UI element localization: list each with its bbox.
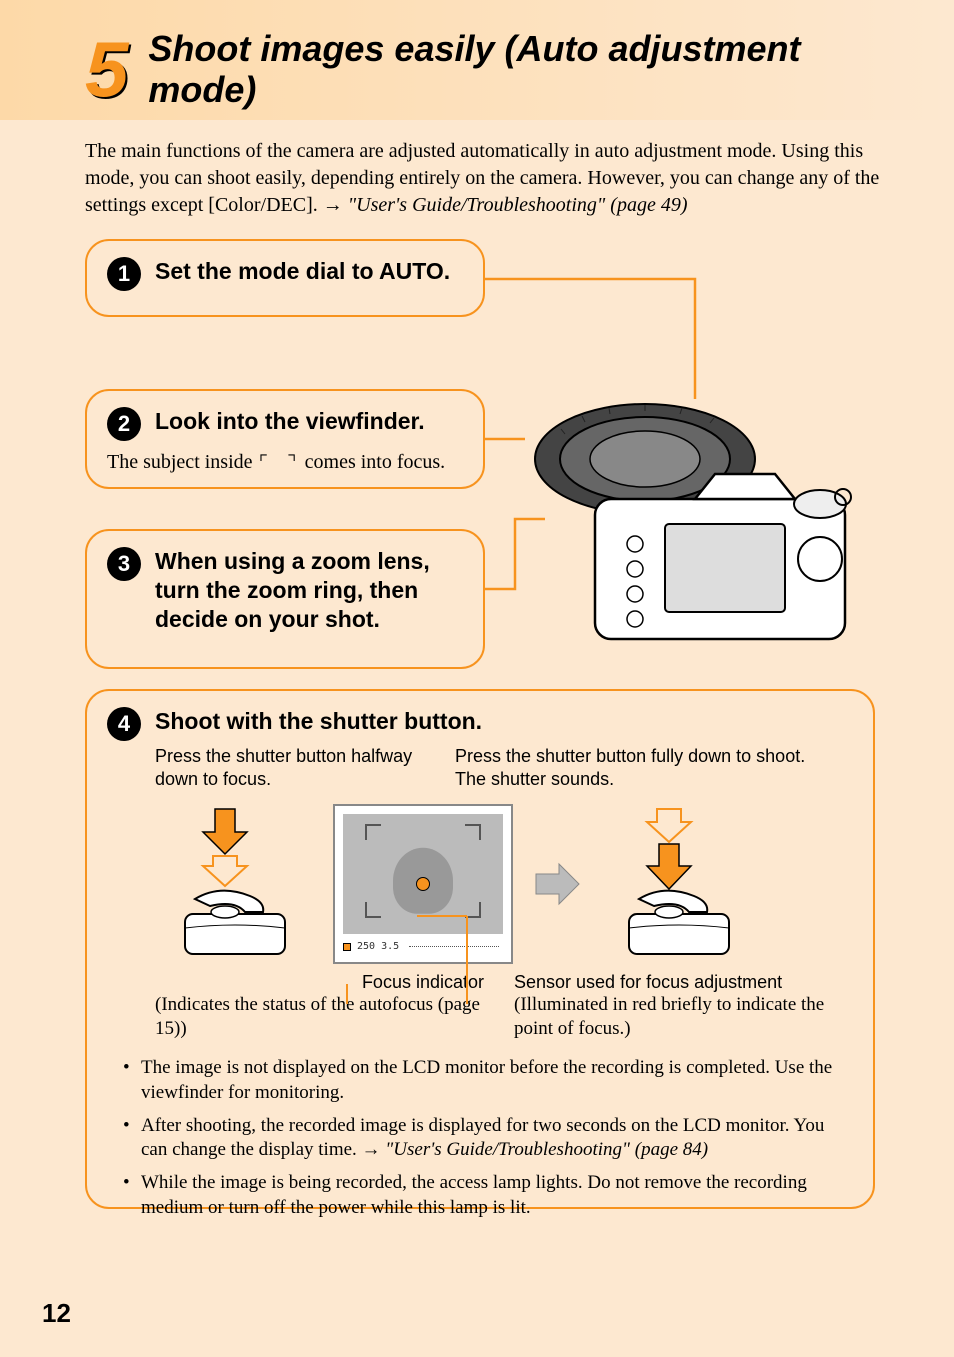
step-4-right-text: Press the shutter button fully down to s… xyxy=(455,745,835,792)
step-1-box: 1 Set the mode dial to AUTO. xyxy=(85,239,485,317)
arrow-icon: → xyxy=(323,194,343,216)
sensor-label: Sensor used for focus adjustment (Illumi… xyxy=(514,972,853,1042)
focus-indicator-dot xyxy=(343,943,351,951)
step-4-title: Shoot with the shutter button. xyxy=(155,707,482,736)
step-4-illustrations: 250 3.5 xyxy=(107,804,853,964)
intro-paragraph: The main functions of the camera are adj… xyxy=(0,120,954,219)
step-3-box: 3 When using a zoom lens, turn the zoom … xyxy=(85,529,485,669)
step-2-badge: 2 xyxy=(107,407,141,441)
step-1-badge: 1 xyxy=(107,257,141,291)
right-arrow-icon xyxy=(531,859,581,909)
page-number: 12 xyxy=(42,1298,71,1329)
focus-center-dot xyxy=(416,877,430,891)
fullpress-illustration xyxy=(599,804,759,964)
step-3-title: When using a zoom lens, turn the zoom ri… xyxy=(155,547,463,633)
viewfinder-status: 250 3.5 xyxy=(343,938,503,956)
step-4-badge: 4 xyxy=(107,707,141,741)
note-3: While the image is being recorded, the a… xyxy=(123,1171,843,1220)
step-number: 5 xyxy=(85,30,128,108)
step-2-title: Look into the viewfinder. xyxy=(155,407,425,436)
step-4-box: 4 Shoot with the shutter button. Press t… xyxy=(85,689,875,1209)
page-title: Shoot images easily (Auto adjustment mod… xyxy=(148,28,888,111)
diagram-area: 1 Set the mode dial to AUTO. 2 Look into… xyxy=(85,239,894,1219)
step-3-badge: 3 xyxy=(107,547,141,581)
step-4-notes: The image is not displayed on the LCD mo… xyxy=(107,1056,853,1220)
halfpress-illustration xyxy=(155,804,315,964)
note-2: After shooting, the recorded image is di… xyxy=(123,1114,843,1163)
note-1: The image is not displayed on the LCD mo… xyxy=(123,1056,843,1105)
step-2-box: 2 Look into the viewfinder. The subject … xyxy=(85,389,485,489)
guide-reference: "User's Guide/Troubleshooting" (page 49) xyxy=(348,194,688,216)
viewfinder-illustration: 250 3.5 xyxy=(333,804,513,964)
step-1-title: Set the mode dial to AUTO. xyxy=(155,257,450,286)
step-4-labels: Focus indicator (Indicates the status of… xyxy=(107,972,853,1042)
step-2-sub: The subject inside ⌜ ⌝ comes into focus. xyxy=(107,449,463,474)
focus-indicator-label: Focus indicator (Indicates the status of… xyxy=(155,972,494,1042)
camera-illustration xyxy=(515,389,875,669)
focus-brackets-icon: ⌜ ⌝ xyxy=(258,449,300,473)
header: 5 Shoot images easily (Auto adjustment m… xyxy=(0,0,954,120)
step-4-left-text: Press the shutter button halfway down to… xyxy=(155,745,435,792)
